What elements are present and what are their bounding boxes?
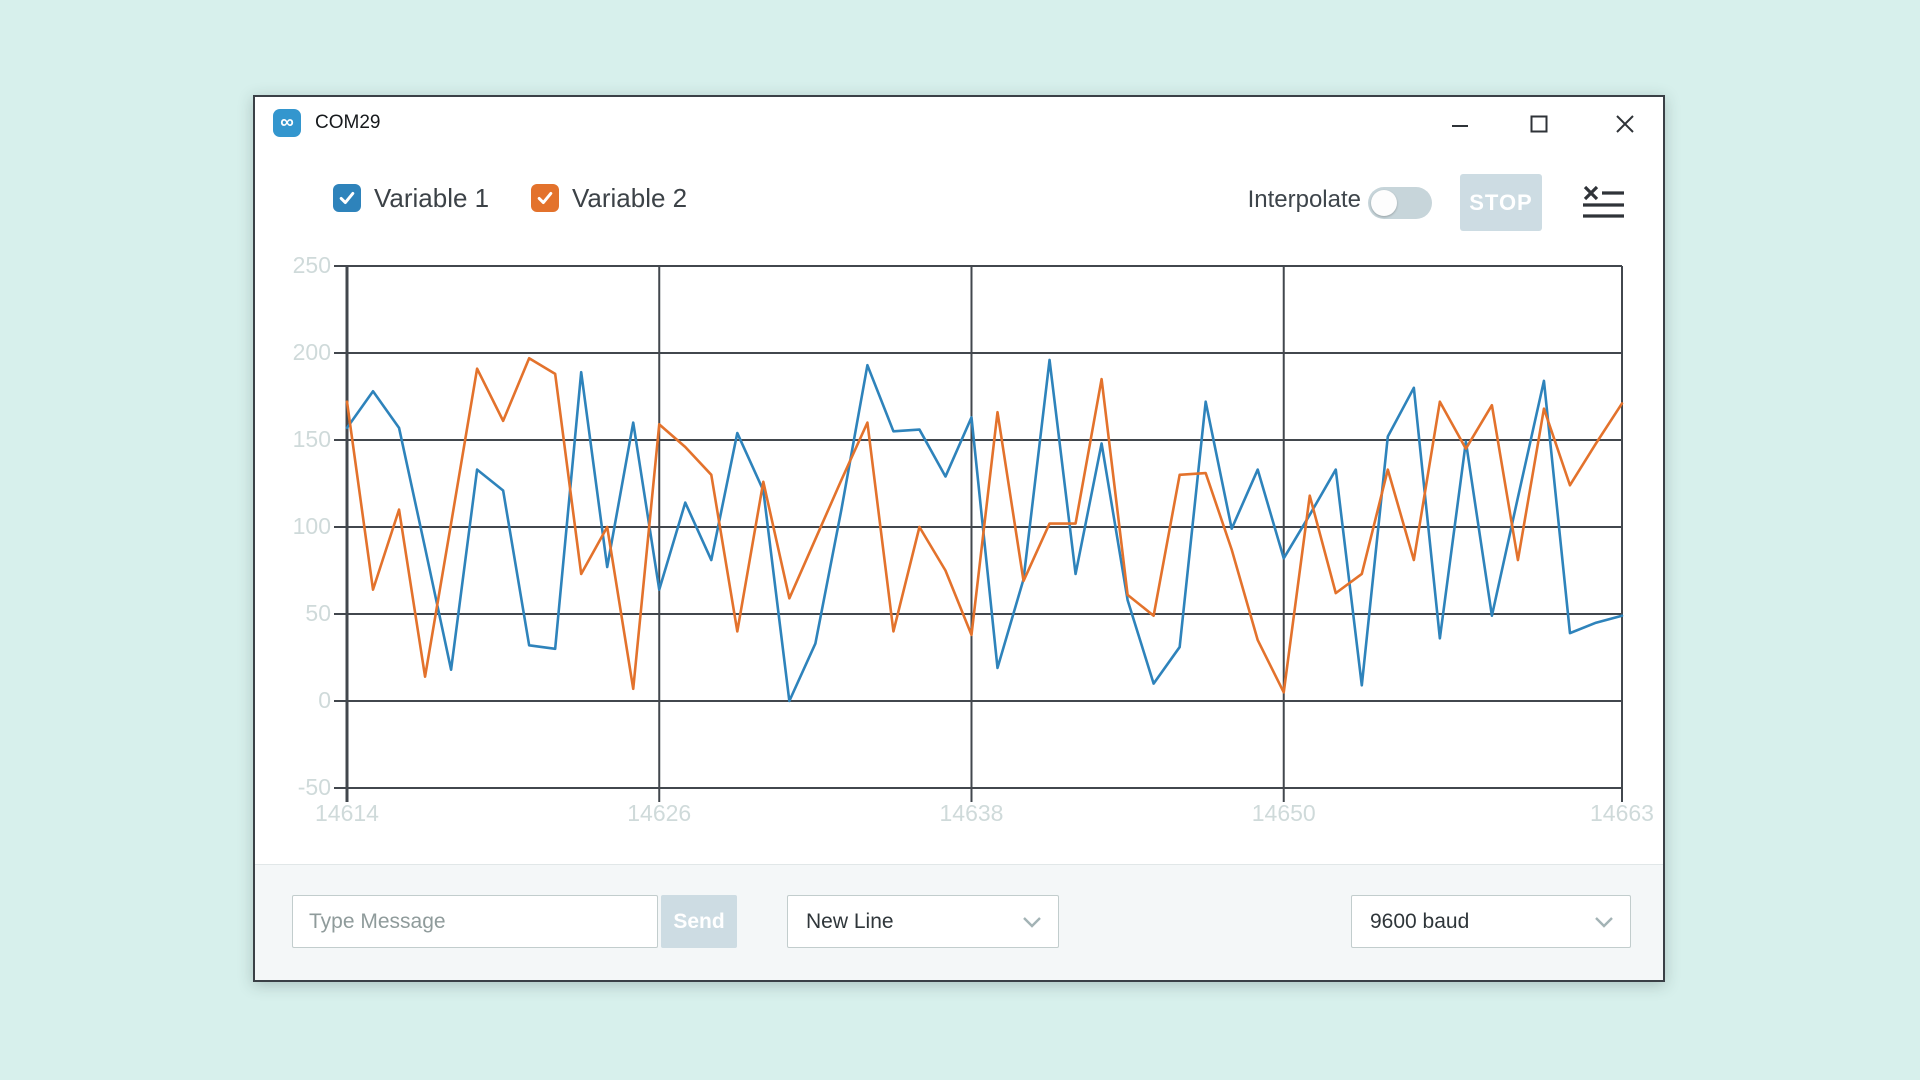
legend-item-variable-1: Variable 1 [333, 182, 489, 214]
check-icon [537, 191, 553, 205]
window-title: COM29 [315, 112, 381, 133]
line-ending-select[interactable]: New Line [787, 895, 1059, 948]
arduino-app-icon: ∞ [273, 109, 301, 137]
interpolate-label: Interpolate [1247, 186, 1361, 213]
send-button[interactable]: Send [661, 895, 737, 948]
legend-label: Variable 2 [572, 182, 688, 213]
clear-output-icon[interactable] [1582, 185, 1624, 219]
toggle-knob [1371, 190, 1397, 216]
chevron-down-icon [1595, 917, 1613, 928]
maximize-button[interactable] [1519, 107, 1559, 141]
close-button[interactable] [1605, 107, 1645, 141]
stop-button[interactable]: STOP [1460, 174, 1542, 231]
interpolate-toggle[interactable] [1368, 187, 1432, 219]
variable-1-checkbox[interactable] [333, 184, 361, 212]
message-input[interactable] [292, 895, 658, 948]
serial-plotter-window: ∞ COM29 Variable 1 Variable 2 Interpolat… [253, 95, 1665, 982]
baud-rate-select[interactable]: 9600 baud [1351, 895, 1631, 948]
check-icon [339, 191, 355, 205]
legend-item-variable-2: Variable 2 [531, 182, 687, 214]
variable-2-checkbox[interactable] [531, 184, 559, 212]
legend-label: Variable 1 [374, 182, 490, 213]
line-ending-value: New Line [806, 909, 894, 933]
message-bar: Send New Line 9600 baud [255, 864, 1663, 980]
baud-rate-value: 9600 baud [1370, 909, 1470, 933]
title-bar: ∞ COM29 [255, 97, 1663, 149]
minimize-button[interactable] [1440, 107, 1480, 141]
plot-area [334, 265, 1624, 802]
chevron-down-icon [1023, 917, 1041, 928]
chart: 250 200 150 100 50 0 -50 14614 14626 14638 14650 1… [292, 252, 1654, 826]
